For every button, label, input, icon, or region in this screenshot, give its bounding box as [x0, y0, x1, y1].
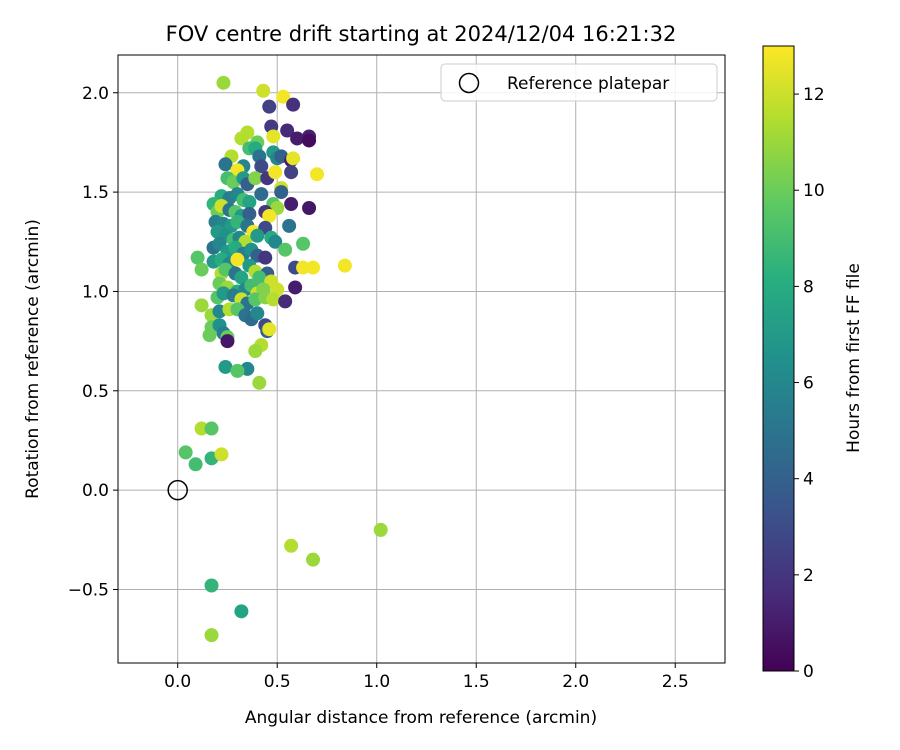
data-point [274, 185, 289, 200]
plot-frame [117, 54, 726, 664]
colorbar: 0 2 4 6 8 10 12 Hours from first FF file [762, 45, 864, 682]
colorbar-tick-label: 2 [803, 566, 814, 586]
data-point [194, 262, 209, 277]
data-point [288, 280, 303, 295]
data-point [214, 447, 229, 462]
data-point [230, 252, 245, 267]
data-point [234, 604, 249, 619]
y-axis-ticks: −0.5 0.0 0.5 1.0 1.5 2.0 [68, 84, 118, 600]
x-tick-label: 1.5 [463, 672, 490, 692]
data-point [266, 129, 281, 144]
data-point [268, 165, 283, 180]
x-tick-label: 1.0 [363, 672, 390, 692]
y-tick-label: 1.5 [82, 183, 109, 203]
data-point [188, 457, 203, 472]
data-point [373, 522, 388, 537]
y-tick-label: 0.5 [82, 382, 109, 402]
colorbar-tick-label: 12 [803, 85, 825, 105]
data-point [268, 234, 283, 249]
data-point [286, 151, 301, 166]
data-point [282, 218, 297, 233]
colorbar-tick-label: 0 [803, 662, 814, 682]
data-point [302, 133, 317, 148]
data-point [276, 89, 291, 104]
colorbar-tick-label: 4 [803, 470, 814, 490]
data-point [218, 157, 233, 172]
data-point [296, 260, 311, 275]
data-point [204, 628, 219, 643]
y-tick-label: 0.0 [82, 481, 109, 501]
data-point [242, 206, 257, 221]
data-point [240, 125, 255, 140]
data-point [250, 228, 265, 243]
data-point [242, 195, 257, 210]
data-point [262, 322, 277, 337]
data-point [262, 99, 277, 114]
legend: Reference platepar [440, 63, 718, 102]
data-point [252, 375, 267, 390]
x-tick-label: 2.0 [562, 672, 589, 692]
data-point [310, 167, 325, 182]
data-point [306, 552, 321, 567]
x-tick-label: 2.5 [662, 672, 689, 692]
data-point [284, 165, 299, 180]
colorbar-label: Hours from first FF file [844, 263, 864, 453]
data-point [204, 421, 219, 436]
data-point [337, 258, 352, 273]
data-point [266, 292, 281, 307]
colorbar-tick-label: 8 [803, 277, 814, 297]
data-point [204, 578, 219, 593]
colorbar-gradient [762, 45, 795, 672]
x-axis-label: Angular distance from reference (arcmin) [245, 708, 597, 728]
data-point [190, 250, 205, 265]
data-point [194, 298, 209, 313]
data-point [220, 334, 235, 349]
data-point [306, 260, 321, 275]
data-point [258, 250, 273, 265]
data-point [262, 208, 277, 223]
data-point [230, 363, 245, 378]
y-tick-label: −0.5 [68, 580, 109, 600]
reference-platepar-marker [167, 479, 188, 501]
chart-title: FOV centre drift starting at 2024/12/04 … [166, 22, 677, 46]
data-point [302, 200, 317, 215]
y-tick-label: 1.0 [82, 282, 109, 302]
data-point [284, 538, 299, 553]
data-point [278, 294, 293, 309]
data-point [194, 421, 209, 436]
data-point [284, 197, 299, 212]
data-point [286, 97, 301, 112]
data-point [256, 83, 271, 98]
y-axis-label: Rotation from reference (arcmin) [23, 219, 43, 499]
data-points [178, 75, 388, 643]
x-tick-label: 0.0 [164, 672, 191, 692]
data-point [290, 131, 305, 146]
data-point [250, 306, 265, 321]
data-point [254, 159, 269, 174]
x-tick-label: 0.5 [264, 672, 291, 692]
data-point [248, 171, 263, 186]
data-point [202, 328, 217, 343]
plot-background [118, 55, 725, 663]
y-tick-label: 2.0 [82, 84, 109, 104]
colorbar-ticks: 0 2 4 6 8 10 12 [794, 85, 825, 682]
data-point [280, 123, 295, 138]
legend-marker-icon [458, 72, 480, 94]
data-point [278, 242, 293, 257]
data-point [218, 359, 233, 374]
legend-box [440, 63, 718, 102]
data-point [216, 75, 231, 90]
data-point [254, 187, 269, 202]
legend-entry-reference: Reference platepar [507, 74, 669, 94]
data-point [178, 445, 193, 460]
colorbar-tick-label: 6 [803, 374, 814, 394]
data-point [248, 344, 263, 359]
data-point [234, 270, 249, 285]
x-axis-ticks: 0.0 0.5 1.0 1.5 2.0 2.5 [164, 663, 689, 692]
data-point [296, 236, 311, 251]
colorbar-tick-label: 10 [803, 181, 825, 201]
reference-marker-group [167, 479, 188, 501]
